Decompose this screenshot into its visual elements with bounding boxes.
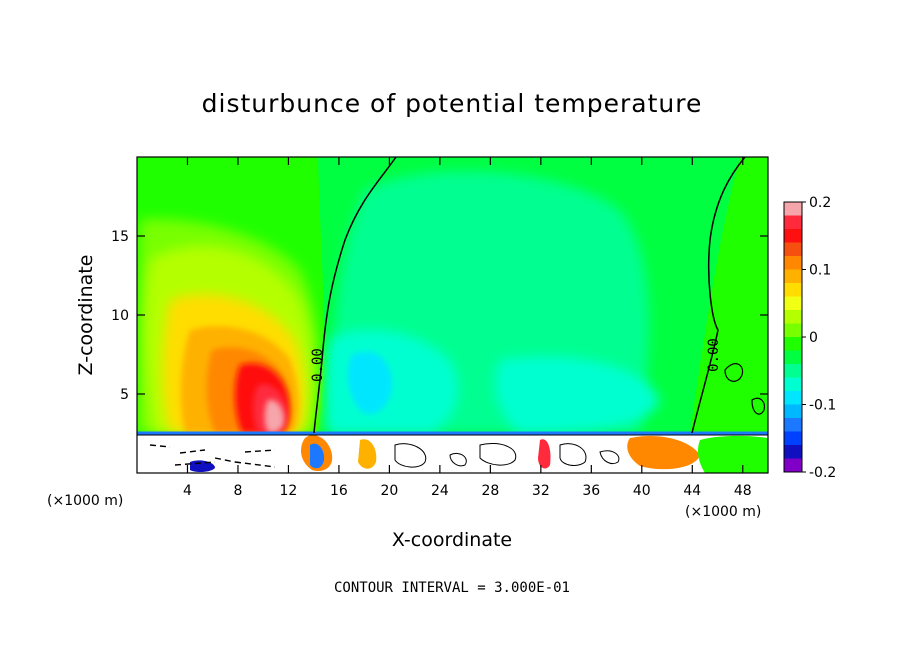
colorbar-tick-label: 0	[809, 330, 818, 346]
colorbar-swatch	[784, 242, 802, 257]
colorbar-swatch	[784, 445, 802, 459]
x-unit-label: (×1000 m)	[47, 493, 123, 509]
contour-label-right: 0.00	[706, 338, 722, 372]
x-tick-label: 44	[683, 483, 701, 499]
x-tick-label: 32	[532, 483, 550, 499]
colorbar-swatch	[784, 229, 802, 243]
colorbar-tick-label: -0.2	[809, 465, 836, 481]
x-tick-label: 16	[330, 483, 348, 499]
colorbar-swatch	[784, 310, 802, 324]
colorbar-swatch	[784, 364, 802, 378]
colorbar-swatch	[784, 202, 802, 216]
colorbar-swatch	[784, 215, 802, 230]
x-tick-label: 4	[183, 483, 192, 499]
colorbar-swatch	[784, 269, 802, 284]
x-tick-label: 40	[633, 483, 651, 499]
plot-field	[137, 157, 768, 473]
x-tick-label: 28	[481, 483, 499, 499]
chart-title: disturbunce of potential temperature	[202, 89, 703, 118]
contour-label-left: 0.00	[310, 348, 326, 382]
x-tick-label: 20	[380, 483, 398, 499]
colorbar-tick-label: 0.1	[809, 263, 831, 279]
y-tick-label: 15	[111, 229, 129, 245]
y-tick-label: 5	[120, 387, 129, 403]
colorbar-swatch	[784, 296, 802, 311]
contour-interval-note: CONTOUR INTERVAL = 3.000E-01	[334, 580, 570, 596]
colorbar-swatch	[784, 283, 802, 297]
y-axis: 5 10 15	[111, 229, 768, 403]
x-tick-label: 12	[280, 483, 298, 499]
colorbar-tick-label: 0.2	[809, 195, 831, 211]
colorbar-swatch	[784, 323, 802, 338]
colorbar-swatch	[784, 256, 802, 270]
y-tick-label: 10	[111, 308, 129, 324]
colorbar-swatch	[784, 337, 802, 351]
colorbar-swatch	[784, 391, 802, 405]
colorbar-swatch	[784, 458, 802, 473]
colorbar: 0.2 0.1 0 -0.1 -0.2	[783, 195, 836, 481]
x-tick-label: 8	[233, 483, 242, 499]
colorbar-swatch	[784, 404, 802, 419]
colorbar-swatch	[784, 431, 802, 446]
x-tick-label: 24	[431, 483, 449, 499]
colorbar-swatch	[784, 350, 802, 365]
y-axis-label: Z-coordinate	[75, 255, 97, 376]
x-axis: 4 8 12 16 20 24 28 32 36 40 44 48	[183, 157, 752, 499]
x-tick-label: 48	[734, 483, 752, 499]
x-unit-label-right: (×1000 m)	[685, 504, 761, 520]
x-tick-label: 36	[582, 483, 600, 499]
colorbar-swatch	[784, 377, 802, 392]
x-axis-label: X-coordinate	[392, 529, 512, 551]
colorbar-swatch	[784, 418, 802, 432]
colorbar-tick-label: -0.1	[809, 398, 836, 414]
